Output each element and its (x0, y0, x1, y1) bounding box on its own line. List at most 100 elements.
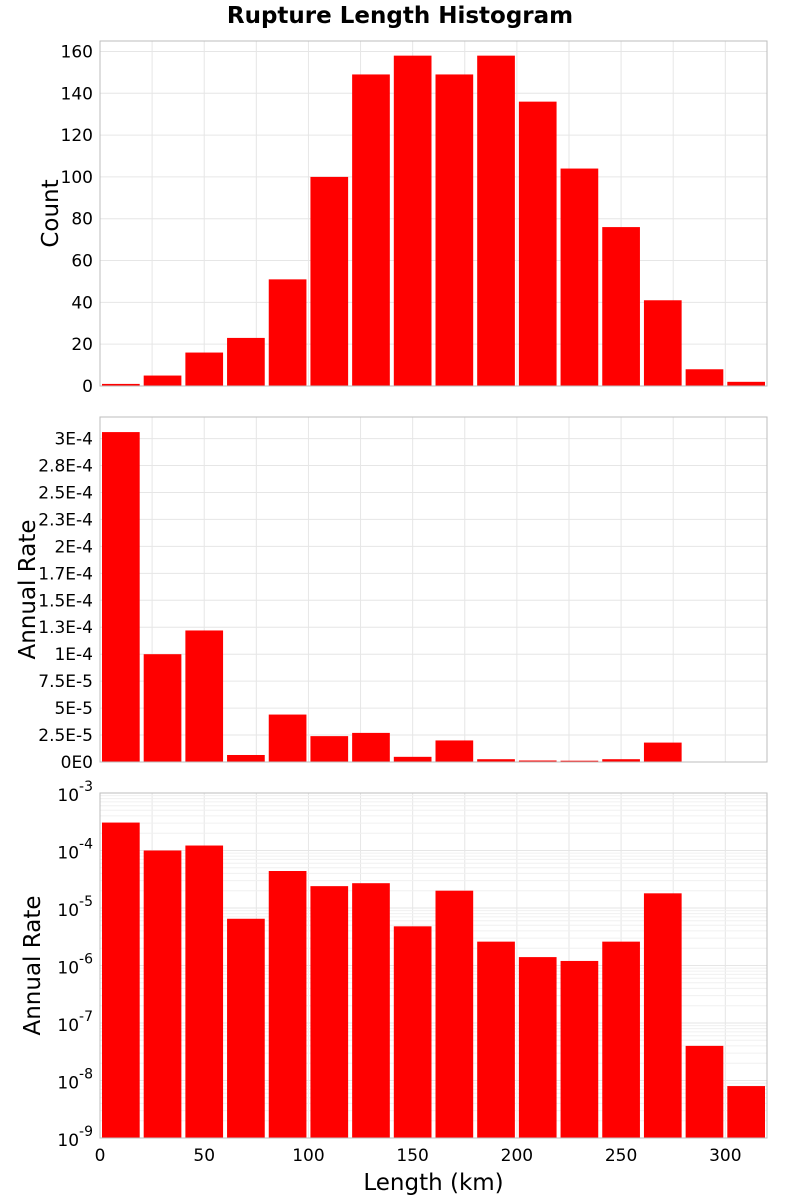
histogram-bar (393, 756, 432, 762)
rate-log-histogram-panel: 10-9 10-8 10-7 10-6 10-5 10-4 10-3 0 50 100 150 20… (20, 779, 768, 1196)
y-tick-label: 10-3 (57, 779, 93, 806)
histogram-bar (435, 74, 474, 386)
histogram-bar (102, 432, 140, 762)
y-tick-label: 100 (61, 168, 93, 188)
count-bars (102, 55, 765, 386)
y-tick-label: 2.5E-5 (38, 726, 93, 746)
rate-log-bars (102, 822, 765, 1138)
histogram-bar (310, 886, 349, 1138)
histogram-bar (602, 227, 640, 386)
rate-linear-plot-frame (99, 416, 768, 763)
histogram-bar (268, 714, 307, 762)
histogram-bar (268, 871, 307, 1138)
rate-linear-histogram-panel: 0E0 2.5E-5 5E-5 7.5E-5 1E-4 1.3E-4 1.5E-4 1.7E-… (15, 416, 768, 773)
x-axis-label: Length (km) (363, 1170, 503, 1196)
rate-log-plot-frame (99, 792, 768, 1139)
histogram-bar (268, 279, 307, 386)
histogram-bar (435, 890, 474, 1138)
histogram-bar (435, 740, 474, 762)
rate-log-y-axis-label: Annual Rate (20, 896, 46, 1036)
y-tick-label: 40 (71, 293, 93, 313)
y-tick-label: 3E-4 (54, 430, 93, 450)
histogram-bar (143, 850, 182, 1138)
y-tick-label: 2.3E-4 (38, 510, 93, 530)
histogram-bar (185, 630, 224, 762)
histogram-bar (727, 381, 765, 386)
histogram-bar (143, 375, 182, 386)
histogram-bar (310, 736, 349, 763)
rate-log-y-ticks: 10-9 10-8 10-7 10-6 10-5 10-4 10-3 (57, 779, 93, 1151)
y-tick-label: 7.5E-5 (38, 672, 93, 692)
y-tick-label: 0 (82, 377, 93, 397)
histogram-bar (477, 941, 515, 1138)
histogram-bar (560, 760, 599, 762)
y-tick-label: 2.5E-4 (38, 483, 93, 503)
y-tick-label: 2.8E-4 (38, 457, 93, 477)
histogram-bar (643, 742, 682, 762)
x-tick-label: 300 (709, 1146, 741, 1166)
x-tick-label: 250 (605, 1146, 637, 1166)
y-tick-label: 10-9 (57, 1124, 93, 1151)
histogram-bar (477, 759, 515, 762)
count-histogram-panel: 0 20 40 60 80 100 120 140 160 Count (38, 40, 768, 397)
y-tick-label: 2E-4 (54, 537, 93, 557)
y-tick-label: 20 (71, 335, 93, 355)
histogram-bar (560, 960, 599, 1138)
y-tick-label: 60 (71, 252, 93, 272)
y-tick-label: 1.5E-4 (38, 591, 93, 611)
histogram-bar (518, 760, 557, 762)
chart-title: Rupture Length Histogram (227, 3, 573, 29)
histogram-bar (602, 941, 640, 1138)
rate-linear-bars (102, 432, 765, 763)
histogram-bar (227, 337, 265, 386)
rate-linear-y-ticks: 0E0 2.5E-5 5E-5 7.5E-5 1E-4 1.3E-4 1.5E-4 1.7E-… (38, 430, 93, 773)
count-plot-frame (99, 40, 768, 387)
y-tick-label: 1E-4 (54, 645, 93, 665)
histogram-bar (518, 957, 557, 1138)
histogram-bar (310, 176, 349, 386)
y-tick-label: 140 (61, 84, 93, 104)
histogram-bar (352, 74, 390, 386)
histogram-bar (602, 759, 640, 762)
x-tick-label: 50 (193, 1146, 215, 1166)
y-tick-label: 10-5 (57, 894, 93, 921)
y-tick-label: 5E-5 (54, 699, 93, 719)
histogram-bar (102, 383, 140, 386)
y-tick-label: 10-7 (57, 1009, 93, 1036)
y-tick-label: 0E0 (61, 753, 93, 773)
x-axis-ticks: 0 50 100 150 200 250 300 (95, 1146, 742, 1166)
x-tick-label: 150 (396, 1146, 428, 1166)
y-tick-label: 80 (71, 210, 93, 230)
histogram-bar (518, 101, 557, 386)
histogram-bar (727, 1086, 765, 1138)
y-tick-label: 1.7E-4 (38, 564, 93, 584)
histogram-bar (227, 754, 265, 762)
histogram-bar (393, 926, 432, 1138)
histogram-bar (560, 168, 599, 386)
y-tick-label: 1.3E-4 (38, 618, 93, 638)
y-tick-label: 160 (61, 42, 93, 62)
histogram-bar (227, 918, 265, 1138)
histogram-bar (393, 55, 432, 386)
x-tick-label: 0 (95, 1146, 106, 1166)
histogram-bar (477, 55, 515, 386)
y-tick-label: 10-8 (57, 1067, 93, 1094)
histogram-bar (185, 845, 224, 1138)
histogram-bar (352, 883, 390, 1138)
histogram-bar (685, 1045, 724, 1138)
histogram-bar (185, 352, 224, 386)
count-y-axis-label: Count (38, 179, 64, 247)
histogram-bar (643, 893, 682, 1138)
count-y-ticks: 0 20 40 60 80 100 120 140 160 (61, 42, 93, 397)
rate-linear-y-axis-label: Annual Rate (15, 520, 41, 660)
histogram-bar (643, 300, 682, 386)
x-tick-label: 100 (292, 1146, 324, 1166)
histogram-bar (685, 369, 724, 386)
histogram-bar (143, 654, 182, 762)
histogram-bar (352, 732, 390, 762)
x-tick-label: 200 (501, 1146, 533, 1166)
histogram-bar (102, 822, 140, 1138)
y-tick-label: 10-4 (57, 837, 93, 864)
y-tick-label: 120 (61, 126, 93, 146)
